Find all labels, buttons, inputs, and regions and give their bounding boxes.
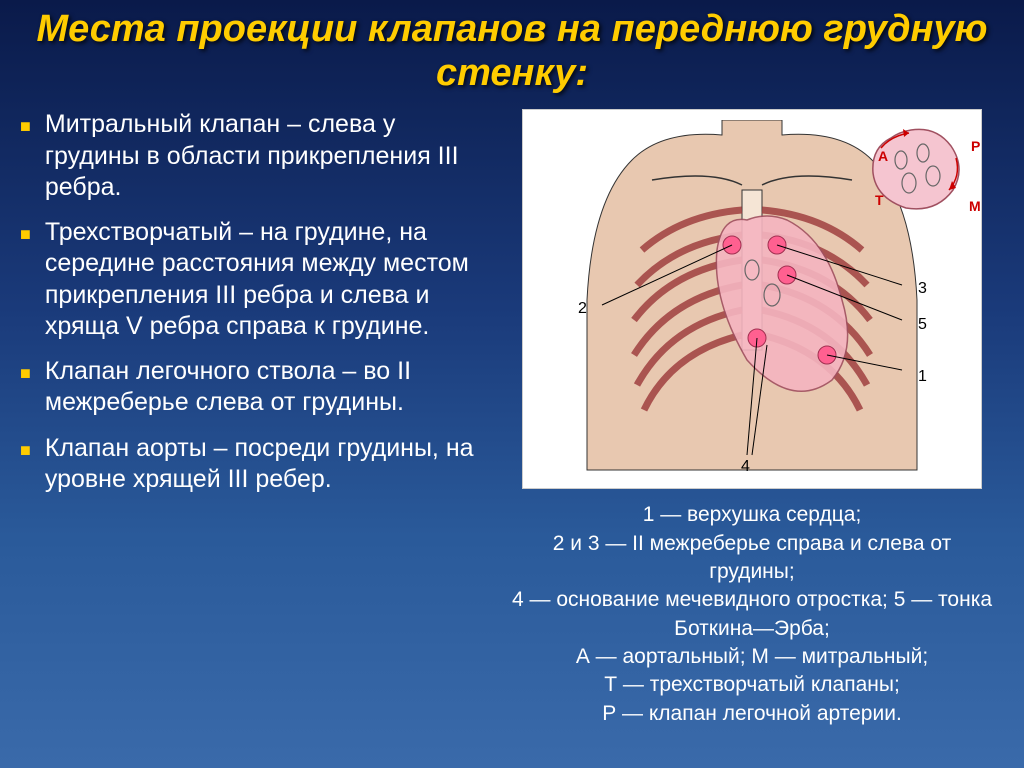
slide-title: Места проекции клапанов на переднюю груд… — [0, 0, 1024, 99]
diagram-label-4: 4 — [741, 458, 750, 476]
legend-line: А — аортальный; М — митральный; — [510, 643, 994, 671]
diagram-label-1: 1 — [918, 368, 927, 386]
list-item: ■ Митральный клапан – слева у грудины в … — [20, 109, 480, 203]
bullet-marker-icon: ■ — [20, 439, 31, 462]
bullet-list: ■ Митральный клапан – слева у грудины в … — [20, 109, 480, 495]
diagram-label-3: 3 — [918, 280, 927, 298]
legend-line: 2 и 3 — II межреберье справа и слева от … — [510, 530, 994, 587]
bullet-text: Трехстворчатый – на грудине, на середине… — [45, 217, 480, 342]
list-item: ■ Трехстворчатый – на грудине, на середи… — [20, 217, 480, 342]
anatomy-diagram: 1 2 3 4 5 A P T M — [522, 109, 982, 489]
bullet-marker-icon: ■ — [20, 362, 31, 385]
figure-column: 1 2 3 4 5 A P T M 1 — верхушка сердца; 2… — [500, 109, 1004, 728]
diagram-label-2: 2 — [578, 300, 587, 318]
inset-label-t: T — [875, 192, 884, 208]
bullet-text: Клапан аорты – посреди грудины, на уровн… — [45, 433, 480, 496]
inset-label-p: P — [971, 138, 980, 154]
inset-label-m: M — [969, 198, 981, 214]
bullet-text: Митральный клапан – слева у грудины в об… — [45, 109, 480, 203]
list-item: ■ Клапан легочного ствола – во II межреб… — [20, 356, 480, 419]
bullet-text: Клапан легочного ствола – во II межребер… — [45, 356, 480, 419]
legend-line: 1 — верхушка сердца; — [510, 501, 994, 529]
diagram-label-5: 5 — [918, 316, 927, 334]
inset-label-a: A — [878, 148, 888, 164]
legend-line: 4 — основание мечевидного отростка; 5 — … — [510, 586, 994, 643]
figure-legend: 1 — верхушка сердца; 2 и 3 — II межребер… — [500, 501, 1004, 728]
bullet-column: ■ Митральный клапан – слева у грудины в … — [20, 109, 480, 728]
legend-line: Т — трехстворчатый клапаны; — [510, 671, 994, 699]
bullet-marker-icon: ■ — [20, 115, 31, 138]
legend-line: Р — клапан легочной артерии. — [510, 700, 994, 728]
content-area: ■ Митральный клапан – слева у грудины в … — [0, 99, 1024, 738]
bullet-marker-icon: ■ — [20, 223, 31, 246]
list-item: ■ Клапан аорты – посреди грудины, на уро… — [20, 433, 480, 496]
